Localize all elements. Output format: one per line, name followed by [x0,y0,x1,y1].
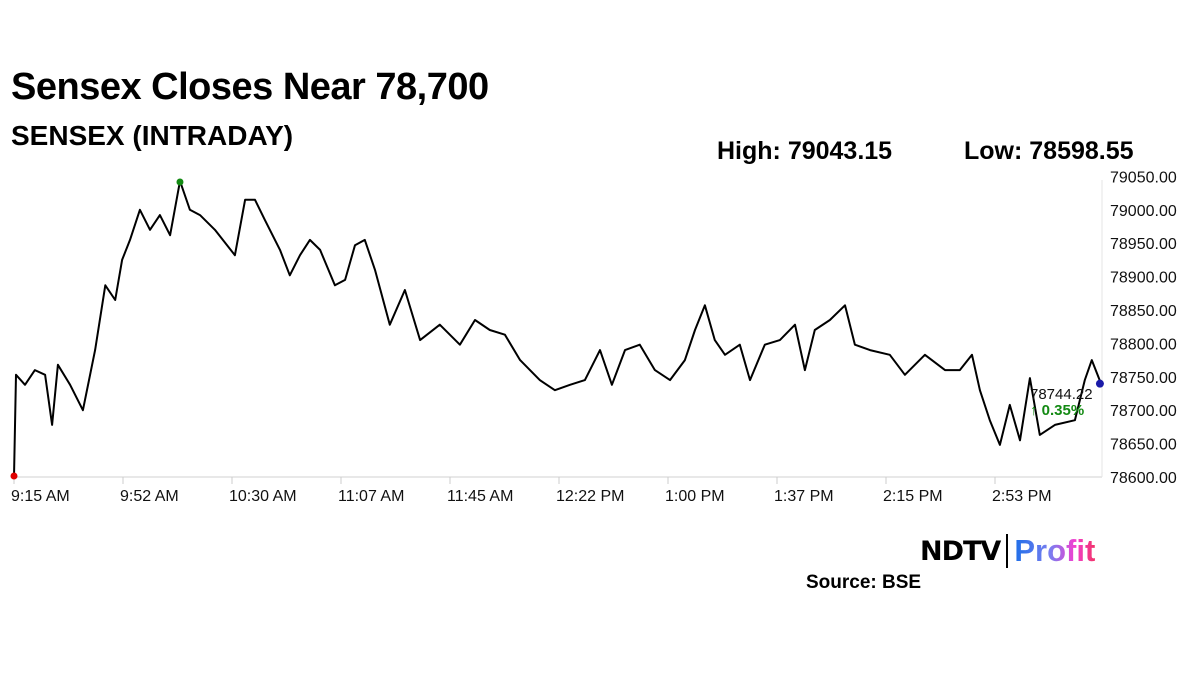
change-label: ↑ 0.35% [1030,402,1084,419]
ndtv-logo-text: NDTV [920,535,1001,567]
low-marker [10,472,18,480]
x-tick-label: 9:15 AM [11,488,70,505]
y-tick-label: 79050.00 [1110,169,1177,186]
y-tick-label: 78800.00 [1110,336,1177,353]
y-tick-label: 78950.00 [1110,236,1177,253]
x-tick-label: 1:00 PM [665,488,725,505]
profit-logo-text: Profit [1014,533,1096,568]
sensex-series-line [13,180,1101,478]
chart-subtitle: SENSEX (INTRADAY) [11,120,294,151]
ndtv-profit-logo: NDTV Profit [920,533,1095,569]
high-marker [176,178,184,186]
high-label: High: 79043.15 [717,137,893,165]
x-tick-label: 2:53 PM [992,488,1052,505]
x-tick-label: 1:37 PM [774,488,834,505]
y-tick-label: 78850.00 [1110,303,1177,320]
y-tick-label: 78750.00 [1110,370,1177,387]
low-label: Low: 78598.55 [964,137,1134,165]
chart-title: Sensex Closes Near 78,700 [11,66,489,108]
x-tick-label: 11:45 AM [447,488,513,505]
y-tick-label: 78650.00 [1110,437,1177,454]
last-marker [1095,379,1104,388]
x-tick-label: 9:52 AM [120,488,179,505]
y-tick-label: 78900.00 [1110,270,1177,287]
source-note: Source: BSE [806,572,922,593]
x-tick-label: 2:15 PM [883,488,943,505]
y-tick-label: 78700.00 [1110,403,1177,420]
x-tick-label: 10:30 AM [229,488,297,505]
x-tick-label: 11:07 AM [338,488,404,505]
logo-divider [1006,534,1009,568]
last-value-label: 78744.22 [1030,386,1093,403]
y-tick-label: 78600.00 [1110,470,1177,487]
y-tick-label: 79000.00 [1110,203,1177,220]
x-tick-label: 12:22 PM [556,488,624,505]
